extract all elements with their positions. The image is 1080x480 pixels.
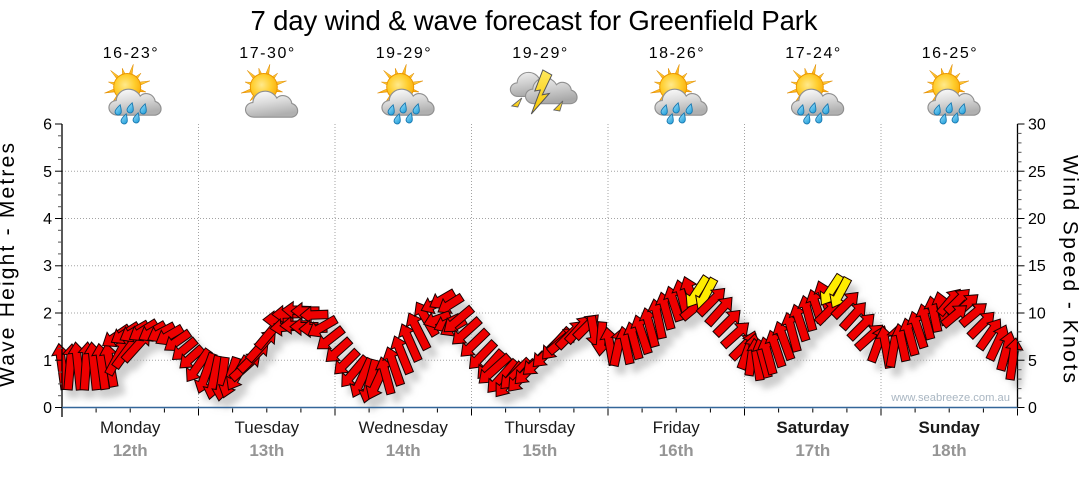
svg-text:4: 4 xyxy=(43,211,52,228)
svg-text:17-24°: 17-24° xyxy=(785,45,840,62)
svg-text:10: 10 xyxy=(1028,306,1046,323)
svg-text:25: 25 xyxy=(1028,164,1046,181)
svg-text:Wave Height - Metres: Wave Height - Metres xyxy=(0,143,19,387)
svg-text:19-29°: 19-29° xyxy=(376,45,431,62)
svg-text:0: 0 xyxy=(1028,400,1037,417)
svg-text:5: 5 xyxy=(1028,353,1037,370)
svg-text:30: 30 xyxy=(1028,117,1046,134)
svg-text:Wind Speed - Knots: Wind Speed - Knots xyxy=(1059,155,1080,383)
svg-text:16-25°: 16-25° xyxy=(922,45,977,62)
svg-text:18th: 18th xyxy=(932,441,967,460)
svg-text:20: 20 xyxy=(1028,211,1046,228)
svg-text:Monday: Monday xyxy=(100,418,161,437)
svg-text:18-26°: 18-26° xyxy=(649,45,704,62)
svg-text:0: 0 xyxy=(43,400,52,417)
svg-text:13th: 13th xyxy=(249,441,284,460)
svg-text:14th: 14th xyxy=(386,441,421,460)
svg-text:15th: 15th xyxy=(522,441,557,460)
svg-text:Thursday: Thursday xyxy=(504,418,575,437)
svg-text:12th: 12th xyxy=(113,441,148,460)
svg-text:15: 15 xyxy=(1028,258,1046,275)
svg-text:19-29°: 19-29° xyxy=(512,45,567,62)
svg-text:17-30°: 17-30° xyxy=(239,45,294,62)
svg-text:5: 5 xyxy=(43,164,52,181)
svg-text:6: 6 xyxy=(43,117,52,134)
svg-text:Sunday: Sunday xyxy=(918,418,980,437)
svg-text:3: 3 xyxy=(43,258,52,275)
svg-text:1: 1 xyxy=(43,353,52,370)
svg-text:Saturday: Saturday xyxy=(776,418,849,437)
svg-text:www.seabreeze.com.au: www.seabreeze.com.au xyxy=(890,392,1010,404)
svg-text:Friday: Friday xyxy=(653,418,701,437)
svg-text:16th: 16th xyxy=(659,441,694,460)
svg-text:Tuesday: Tuesday xyxy=(235,418,300,437)
svg-text:7 day wind & wave forecast for: 7 day wind & wave forecast for Greenfiel… xyxy=(251,5,818,36)
svg-text:17th: 17th xyxy=(795,441,830,460)
svg-text:2: 2 xyxy=(43,306,52,323)
svg-text:Wednesday: Wednesday xyxy=(358,418,448,437)
svg-text:16-23°: 16-23° xyxy=(103,45,158,62)
